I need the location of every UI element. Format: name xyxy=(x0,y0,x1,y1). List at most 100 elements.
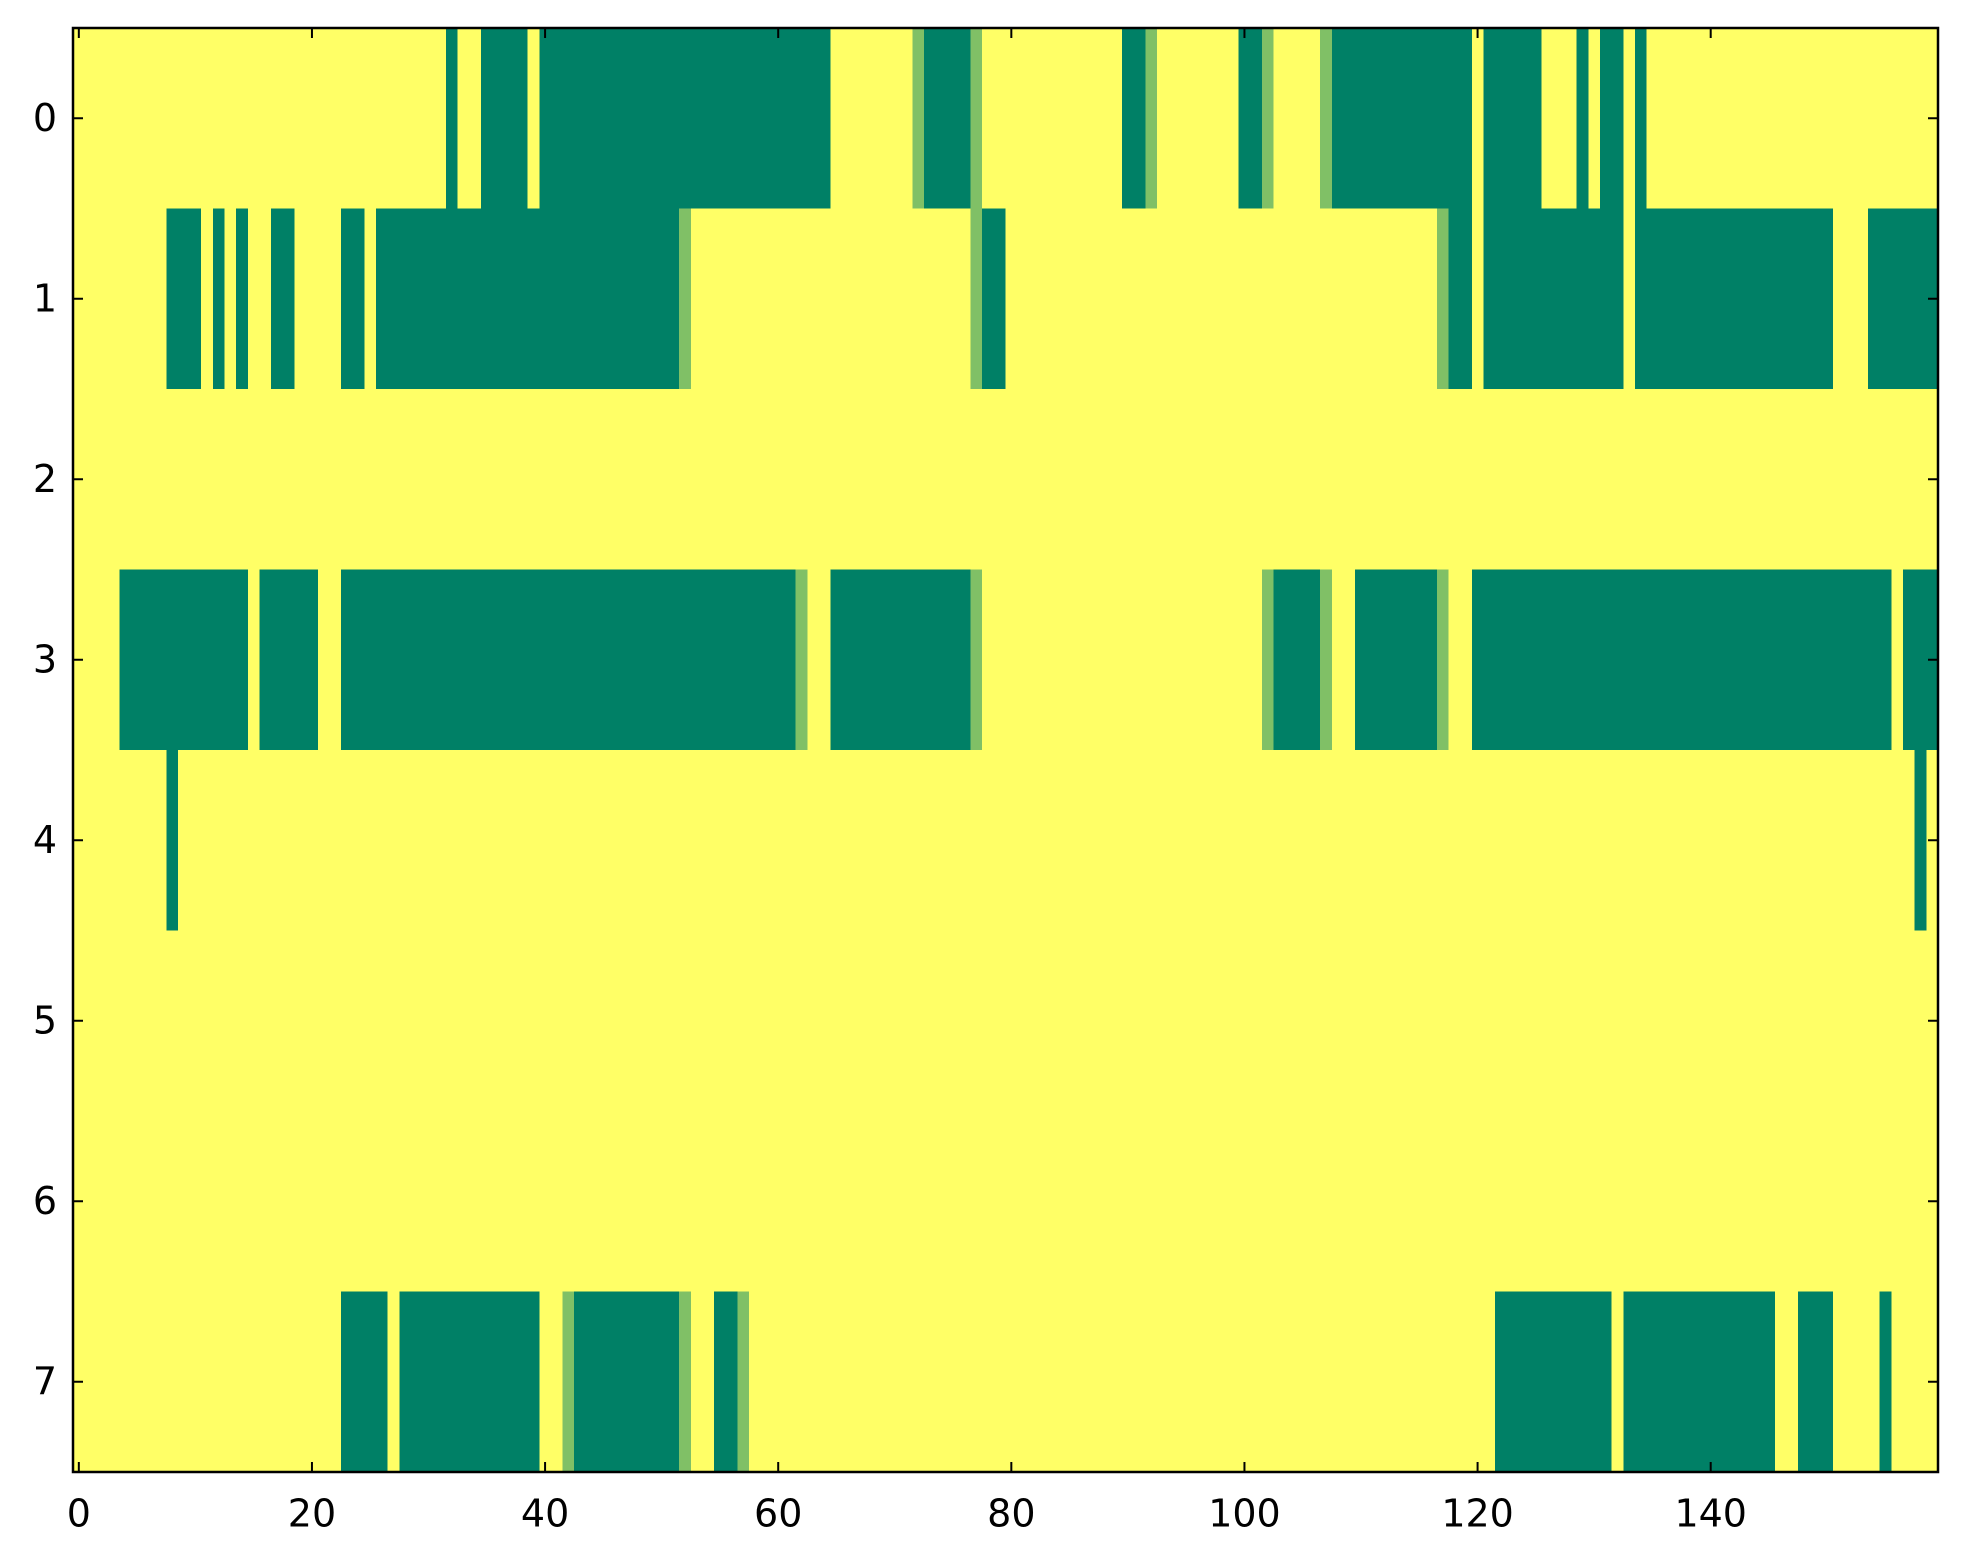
heatmap-cell xyxy=(96,1111,109,1293)
heatmap-cell xyxy=(690,208,704,390)
heatmap-cell xyxy=(1844,208,1858,390)
heatmap-cell xyxy=(224,208,237,390)
heatmap-cell xyxy=(620,750,634,932)
heatmap-cell xyxy=(853,389,867,571)
heatmap-cell xyxy=(1669,569,1683,751)
heatmap-cell xyxy=(1075,1291,1088,1473)
heatmap-cell xyxy=(749,569,762,751)
heatmap-cell xyxy=(923,750,937,932)
heatmap-cell xyxy=(1856,1291,1869,1473)
heatmap-cell xyxy=(515,750,529,932)
heatmap-cell xyxy=(1541,569,1554,751)
heatmap-cell xyxy=(446,1111,459,1293)
heatmap-cell xyxy=(1226,28,1240,210)
heatmap-cell xyxy=(1658,750,1671,932)
heatmap-cell xyxy=(1856,1111,1869,1293)
heatmap-cell xyxy=(1203,1111,1216,1293)
heatmap-cell xyxy=(1728,569,1741,751)
heatmap-cell xyxy=(1868,1111,1881,1293)
heatmap-cell xyxy=(1110,569,1123,751)
heatmap-cell xyxy=(1075,389,1088,571)
heatmap-cell xyxy=(725,1291,739,1473)
heatmap-cell xyxy=(446,930,459,1112)
heatmap-cell xyxy=(842,1111,855,1293)
heatmap-cell xyxy=(1168,930,1181,1112)
heatmap-cell xyxy=(667,389,680,571)
heatmap-cell xyxy=(819,389,832,571)
heatmap-cell xyxy=(1879,569,1892,751)
y-tick-label: 7 xyxy=(33,1359,57,1403)
heatmap-cell xyxy=(1786,1291,1799,1473)
heatmap-cell xyxy=(1704,1291,1718,1473)
heatmap-cell xyxy=(154,389,167,571)
heatmap-cell xyxy=(1611,930,1624,1112)
heatmap-cell xyxy=(574,569,587,751)
heatmap-cell xyxy=(341,750,354,932)
heatmap-cell xyxy=(236,930,249,1112)
heatmap-cell xyxy=(877,1111,890,1293)
heatmap-cell xyxy=(271,28,284,210)
heatmap-cell xyxy=(1355,1111,1368,1293)
heatmap-cell xyxy=(1844,1111,1858,1293)
heatmap-cell xyxy=(609,389,622,571)
heatmap-cell xyxy=(446,1291,459,1473)
heatmap-cell xyxy=(1133,569,1146,751)
heatmap-cell xyxy=(282,1291,296,1473)
heatmap-cell xyxy=(632,1291,645,1473)
heatmap-cell xyxy=(515,930,529,1112)
heatmap-cell xyxy=(1751,389,1764,571)
heatmap-cell xyxy=(1168,1291,1181,1473)
heatmap-cell xyxy=(1436,208,1450,390)
heatmap-cell xyxy=(154,1111,167,1293)
heatmap-cell xyxy=(1052,28,1065,210)
heatmap-cell xyxy=(411,389,424,571)
heatmap-cell xyxy=(1903,28,1916,210)
heatmap-cell xyxy=(1075,750,1088,932)
heatmap-cell xyxy=(1226,1111,1240,1293)
heatmap-cell xyxy=(1833,1291,1846,1473)
heatmap-cell xyxy=(1599,569,1613,751)
heatmap-cell xyxy=(1821,208,1834,390)
heatmap-cell xyxy=(1261,569,1275,751)
heatmap-cell xyxy=(527,208,540,390)
heatmap-cell xyxy=(1565,389,1578,571)
heatmap-cell xyxy=(1378,208,1391,390)
heatmap-cell xyxy=(760,208,773,390)
heatmap-cell xyxy=(352,930,366,1112)
heatmap-cell xyxy=(1599,930,1613,1112)
heatmap-cell xyxy=(1040,389,1053,571)
heatmap-cell xyxy=(1739,750,1753,932)
heatmap-cell xyxy=(1180,930,1193,1112)
heatmap-cell xyxy=(1856,28,1869,210)
heatmap-cell xyxy=(1017,28,1030,210)
heatmap-cell xyxy=(1553,569,1566,751)
heatmap-cell xyxy=(1914,930,1927,1112)
heatmap-cell xyxy=(1122,1291,1135,1473)
heatmap-cell xyxy=(1868,930,1881,1112)
heatmap-cell xyxy=(142,750,156,932)
heatmap-cell xyxy=(1495,1111,1508,1293)
heatmap-cell xyxy=(597,569,610,751)
heatmap-cell xyxy=(399,750,412,932)
heatmap-cell xyxy=(166,1111,179,1293)
heatmap-cell xyxy=(1005,930,1018,1112)
heatmap-cell xyxy=(1401,389,1415,571)
heatmap-cell xyxy=(224,930,237,1112)
heatmap-cell xyxy=(201,28,214,210)
heatmap-cell xyxy=(1844,389,1858,571)
heatmap-cell xyxy=(177,28,191,210)
heatmap-cell xyxy=(1879,28,1892,210)
heatmap-cell xyxy=(912,750,925,932)
heatmap-cell xyxy=(131,1291,144,1473)
heatmap-cell xyxy=(119,28,132,210)
heatmap-cell xyxy=(1390,1291,1403,1473)
heatmap-cell xyxy=(376,1111,389,1293)
heatmap-cell xyxy=(1145,28,1158,210)
heatmap-cell xyxy=(1739,569,1753,751)
heatmap-cell xyxy=(1868,569,1881,751)
heatmap-cell xyxy=(1192,208,1205,390)
heatmap-cell xyxy=(422,1291,435,1473)
heatmap-cell xyxy=(131,750,144,932)
heatmap-cell xyxy=(795,208,808,390)
heatmap-cell xyxy=(1460,569,1473,751)
